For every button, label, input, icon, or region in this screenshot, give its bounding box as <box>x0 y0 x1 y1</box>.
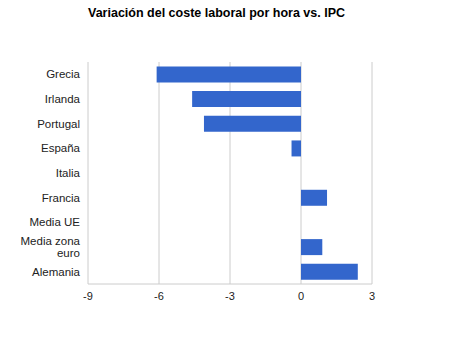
svg-text:España: España <box>41 142 81 154</box>
svg-text:Irlanda: Irlanda <box>45 93 81 105</box>
svg-text:Francia: Francia <box>42 192 81 204</box>
svg-text:Grecia: Grecia <box>46 68 80 80</box>
svg-text:-9: -9 <box>83 290 93 302</box>
html-text:Variación del coste laboral po: Variación del coste laboral por hora vs.… <box>88 6 345 20</box>
svg-text:Italia: Italia <box>56 167 81 179</box>
svg-text:-3: -3 <box>225 290 235 302</box>
svg-text:-6: -6 <box>154 290 164 302</box>
svg-text:0: 0 <box>298 290 304 302</box>
svg-text:Media zonaeuro: Media zonaeuro <box>21 235 81 258</box>
svg-text:Portugal: Portugal <box>37 118 80 130</box>
svg-text:Alemania: Alemania <box>32 266 81 278</box>
svg-text:Media UE: Media UE <box>30 216 81 228</box>
svg-text:3: 3 <box>369 290 375 302</box>
